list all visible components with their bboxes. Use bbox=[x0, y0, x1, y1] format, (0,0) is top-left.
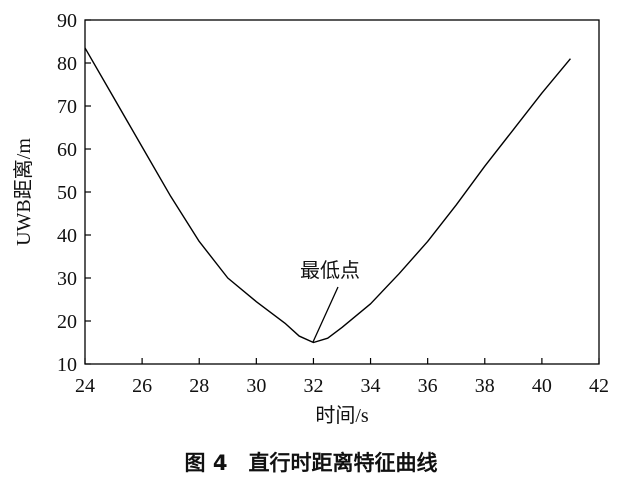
y-tick-label: 90 bbox=[57, 10, 77, 32]
y-axis-label: UWB距离/m bbox=[12, 138, 35, 246]
x-tick-label: 34 bbox=[361, 375, 381, 397]
y-tick-label: 30 bbox=[57, 268, 77, 290]
x-tick-label: 40 bbox=[532, 375, 552, 397]
x-axis-label: 时间/s bbox=[315, 404, 369, 427]
x-tick-label: 30 bbox=[246, 375, 266, 397]
y-tick-label: 80 bbox=[57, 53, 77, 75]
annotation: 最低点 bbox=[300, 259, 360, 282]
x-tick-label: 28 bbox=[189, 375, 209, 397]
y-tick-label: 50 bbox=[57, 182, 77, 204]
caption: 图 4 直行时距离特征曲线 bbox=[185, 451, 438, 475]
x-tick-label: 26 bbox=[132, 375, 152, 397]
y-tick-label: 70 bbox=[57, 96, 77, 118]
plot-frame bbox=[84, 19, 600, 365]
y-tick-label: 10 bbox=[57, 354, 77, 376]
y-tick-label: 20 bbox=[57, 311, 77, 333]
x-tick-label: 32 bbox=[303, 375, 323, 397]
x-tick-label: 24 bbox=[75, 375, 95, 397]
data-line bbox=[84, 47, 571, 344]
x-tick-label: 42 bbox=[589, 375, 609, 397]
x-tick-label: 36 bbox=[418, 375, 438, 397]
annotation-arrow bbox=[312, 286, 339, 343]
y-tick-label: 60 bbox=[57, 139, 77, 161]
x-tick-label: 38 bbox=[475, 375, 495, 397]
y-tick-label: 40 bbox=[57, 225, 77, 247]
